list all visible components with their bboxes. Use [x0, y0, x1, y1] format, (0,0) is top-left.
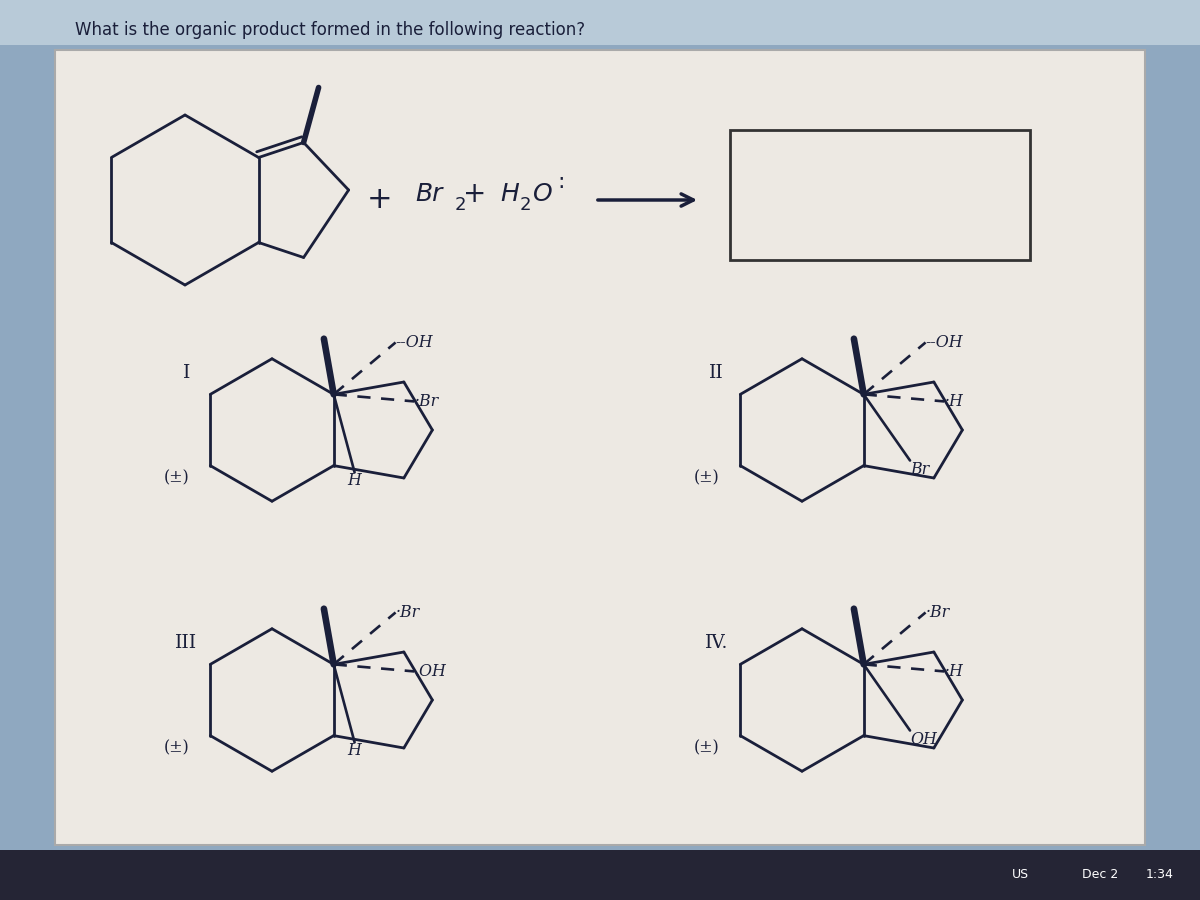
Text: (±): (±) — [694, 739, 720, 756]
Text: 2: 2 — [520, 196, 532, 214]
Text: II: II — [709, 364, 724, 382]
Text: +: + — [463, 180, 487, 208]
Text: H: H — [348, 472, 361, 490]
Text: H: H — [500, 182, 518, 206]
Text: ·H: ·H — [944, 393, 964, 410]
Text: What is the organic product formed in the following reaction?: What is the organic product formed in th… — [74, 21, 586, 39]
Text: .OH: .OH — [414, 663, 446, 680]
Text: US: US — [1012, 868, 1028, 881]
Text: IV.: IV. — [704, 634, 728, 652]
Text: Br: Br — [415, 182, 443, 206]
Text: --OH: --OH — [925, 334, 964, 351]
Text: (±): (±) — [694, 469, 720, 486]
Text: ·Br: ·Br — [396, 604, 420, 621]
Bar — [730, 130, 1030, 260]
Text: ·Br: ·Br — [925, 604, 950, 621]
Text: 2: 2 — [455, 196, 467, 214]
Text: OH: OH — [910, 731, 937, 748]
Text: (±): (±) — [164, 739, 190, 756]
Text: I: I — [182, 364, 190, 382]
Text: H: H — [348, 742, 361, 760]
Text: ·H: ·H — [944, 663, 964, 680]
Text: +: + — [367, 185, 392, 214]
Text: :: : — [557, 172, 564, 192]
Text: --OH: --OH — [396, 334, 433, 351]
Text: (±): (±) — [164, 469, 190, 486]
Text: 1:34: 1:34 — [1146, 868, 1174, 881]
Bar — [0, 0, 1200, 45]
Bar — [55, 50, 1145, 845]
Text: III: III — [175, 634, 198, 652]
Text: Br: Br — [910, 461, 929, 478]
Text: ·Br: ·Br — [414, 393, 438, 410]
Bar — [0, 850, 1200, 900]
Text: O: O — [533, 182, 553, 206]
Text: Dec 2: Dec 2 — [1082, 868, 1118, 881]
